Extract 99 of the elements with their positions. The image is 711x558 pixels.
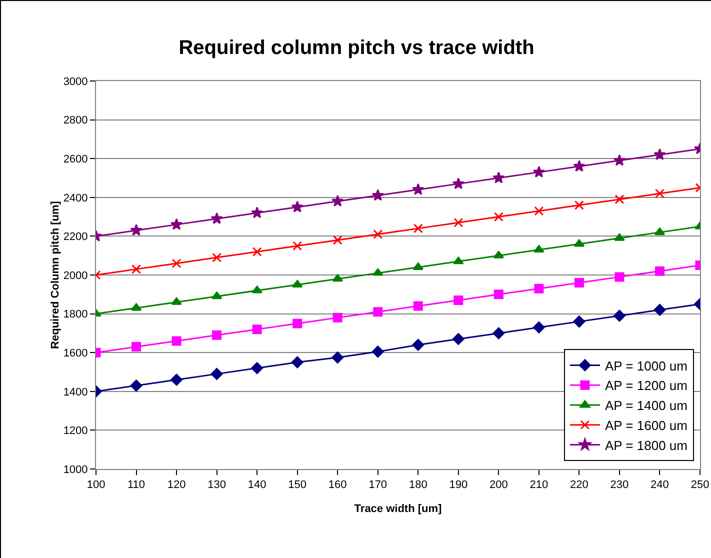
point <box>251 362 264 374</box>
point <box>454 218 464 228</box>
x-tick-label: 200 <box>489 479 508 492</box>
point <box>573 316 586 328</box>
x-tick-label: 220 <box>570 479 588 492</box>
y-tick-label: 3000 <box>63 76 88 88</box>
point <box>412 262 424 270</box>
point <box>292 241 302 251</box>
point <box>291 356 304 368</box>
point <box>250 206 264 218</box>
point <box>210 368 223 380</box>
point <box>654 304 666 316</box>
point <box>453 256 464 264</box>
legend-label: AP = 1200 um <box>604 378 688 394</box>
y-tick-label: 2600 <box>63 153 88 166</box>
point <box>454 295 464 305</box>
point <box>291 200 304 212</box>
point <box>492 172 505 184</box>
point <box>373 307 383 317</box>
point <box>130 380 142 392</box>
point <box>614 194 624 204</box>
y-tick-label: 1600 <box>63 347 88 360</box>
x-tick-label: 170 <box>368 479 388 492</box>
point <box>452 177 464 190</box>
point <box>172 336 182 346</box>
legend-label: AP = 1400 um <box>604 398 688 414</box>
point <box>614 272 624 282</box>
y-tick-label: 2800 <box>63 114 88 127</box>
point <box>132 342 142 352</box>
y-axis-title: Required Column pitch [um] <box>49 200 62 349</box>
x-tick-label: 180 <box>408 479 428 492</box>
point <box>574 200 584 210</box>
chart-title: Required column pitch vs trace width <box>178 37 534 60</box>
point <box>452 333 464 345</box>
point <box>372 268 384 276</box>
point <box>614 233 625 241</box>
point <box>654 148 666 160</box>
point <box>494 212 504 222</box>
point <box>534 245 544 253</box>
point <box>494 290 504 300</box>
point <box>132 264 142 274</box>
point <box>252 286 262 294</box>
point <box>372 189 384 201</box>
point <box>534 206 544 216</box>
point <box>654 266 664 276</box>
point <box>252 246 262 256</box>
point <box>332 274 343 282</box>
point <box>574 278 584 288</box>
x-tick-label: 140 <box>248 479 266 492</box>
point <box>172 258 182 268</box>
point <box>654 188 664 198</box>
point <box>573 160 586 172</box>
point <box>252 324 262 334</box>
point <box>332 352 344 364</box>
point <box>130 224 142 236</box>
point <box>614 310 626 322</box>
point <box>532 321 545 334</box>
x-tick-label: 110 <box>127 479 146 492</box>
legend-label: AP = 1000 um <box>604 358 688 374</box>
point <box>532 166 546 178</box>
y-tick-label: 1000 <box>63 464 88 476</box>
point <box>413 301 423 311</box>
y-tick-label: 1800 <box>63 308 88 321</box>
point <box>372 346 384 358</box>
y-tick-label: 1400 <box>63 386 88 398</box>
x-tick-label: 240 <box>650 479 669 492</box>
point <box>413 224 423 234</box>
point <box>212 252 222 262</box>
y-tick-label: 2000 <box>63 270 88 282</box>
legend-label: AP = 1800 um <box>604 438 688 453</box>
x-tick-label: 250 <box>690 479 710 492</box>
point <box>412 338 424 351</box>
x-tick-label: 120 <box>167 479 186 492</box>
x-axis-title: Trace width [um] <box>354 503 442 515</box>
point <box>171 297 182 305</box>
point <box>492 327 505 340</box>
point <box>332 312 342 322</box>
point <box>332 194 344 207</box>
x-tick-label: 160 <box>328 479 347 492</box>
point <box>373 230 383 240</box>
point <box>613 154 626 166</box>
x-tick-label: 190 <box>449 479 468 492</box>
point <box>534 284 544 294</box>
point <box>332 235 342 245</box>
point <box>170 218 183 230</box>
point <box>170 374 182 386</box>
y-tick-label: 1200 <box>63 425 88 438</box>
x-tick-label: 230 <box>610 479 629 492</box>
x-tick-label: 210 <box>530 479 548 492</box>
y-tick-label: 2400 <box>63 192 88 204</box>
point <box>210 212 223 224</box>
y-tick-label: 2200 <box>63 231 88 244</box>
x-tick-label: 150 <box>288 479 307 492</box>
point <box>292 318 302 328</box>
x-tick-label: 130 <box>208 479 226 492</box>
x-tick-label: 100 <box>86 479 106 492</box>
point <box>212 330 222 340</box>
point <box>412 183 424 195</box>
legend-label: AP = 1600 um <box>604 418 688 433</box>
